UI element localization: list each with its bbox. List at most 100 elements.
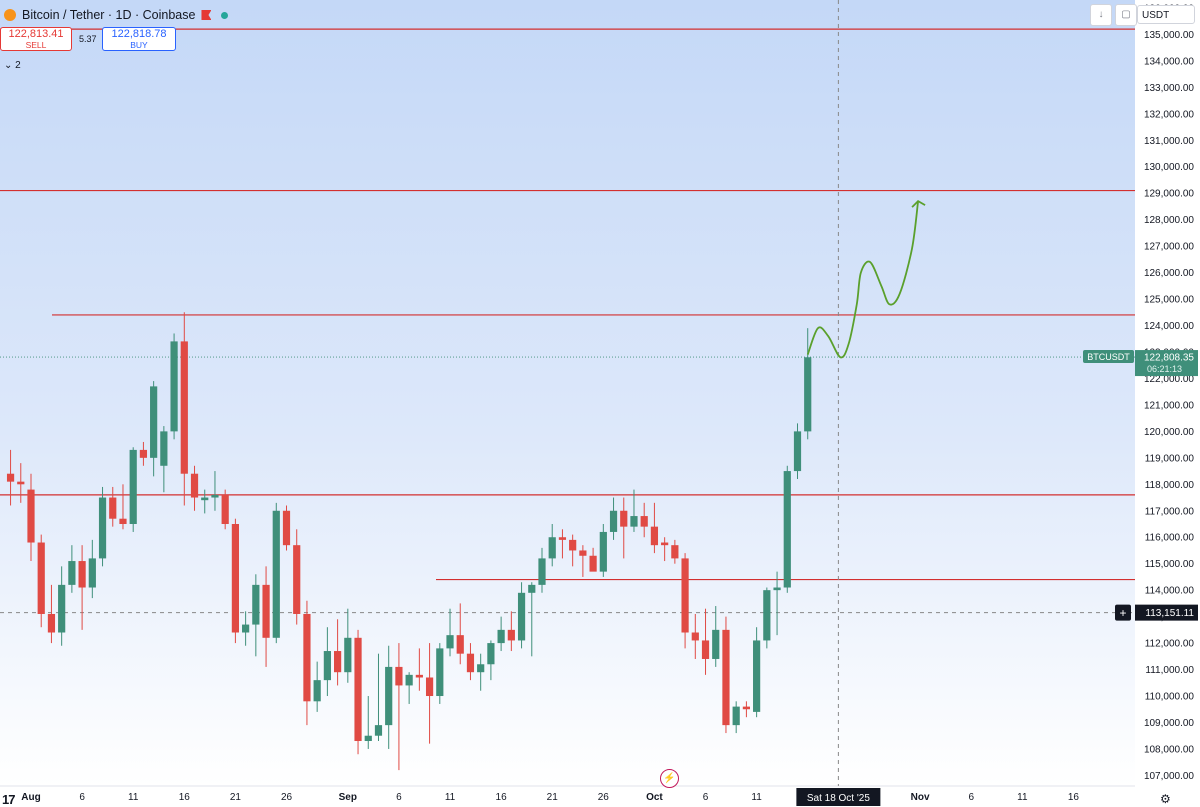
candle-51[interactable] [528,582,536,657]
candle-body [517,592,526,641]
candle-65[interactable] [671,539,679,564]
candle-78[interactable] [804,328,812,440]
candle-43[interactable] [446,608,454,657]
flag-icon[interactable] [201,10,212,20]
candle-27[interactable] [282,505,291,551]
candle-45[interactable] [466,643,475,681]
candle-48[interactable] [497,616,505,652]
candle-25[interactable] [262,566,270,667]
screenshot-icon[interactable]: ▢ [1115,4,1137,26]
crosshair-price-badge[interactable]: +113,151.11 [1115,604,1198,621]
candle-8[interactable] [88,539,96,599]
candle-39[interactable] [405,672,413,704]
candle-64[interactable] [661,537,669,562]
candle-31[interactable] [323,627,331,697]
candle-59[interactable] [609,497,618,540]
candle-62[interactable] [640,502,648,538]
candle-70[interactable] [722,616,730,734]
candle-37[interactable] [385,645,393,749]
candle-26[interactable] [272,502,280,644]
candle-body [742,706,750,710]
candle-1[interactable] [17,463,25,503]
candle-11[interactable] [119,484,127,530]
candle-3[interactable] [37,534,45,628]
candle-10[interactable] [109,486,117,527]
candle-0[interactable] [6,449,15,506]
candle-33[interactable] [344,608,352,683]
candle-41[interactable] [425,643,434,744]
candle-76[interactable] [783,465,791,593]
candle-50[interactable] [517,582,526,649]
candle-22[interactable] [231,518,239,644]
candle-body [190,473,199,498]
candle-35[interactable] [364,696,372,749]
candle-61[interactable] [630,489,638,532]
candle-69[interactable] [712,606,720,667]
indicators-toggle[interactable]: ⌄ 2 [4,60,21,71]
candle-9[interactable] [98,486,107,567]
candle-58[interactable] [599,524,607,577]
candle-29[interactable] [303,600,311,726]
arrow-down-icon[interactable]: ↓ [1090,4,1112,26]
candle-52[interactable] [538,547,546,593]
candle-30[interactable] [313,661,321,712]
candle-body [569,539,577,551]
candle-18[interactable] [190,465,199,511]
candle-73[interactable] [753,627,761,718]
candle-75[interactable] [773,571,781,636]
candle-6[interactable] [68,545,76,593]
candle-56[interactable] [579,545,587,577]
plus-icon[interactable]: + [1119,606,1126,620]
candle-20[interactable] [211,471,219,511]
symbol-title[interactable]: Bitcoin / Tether · 1D · Coinbase [22,8,196,22]
candle-23[interactable] [242,611,250,646]
candle-5[interactable] [58,566,66,646]
candle-36[interactable] [374,653,383,742]
candle-15[interactable] [160,426,168,493]
candle-54[interactable] [558,529,567,559]
candle-13[interactable] [139,441,148,466]
candle-7[interactable] [78,545,86,630]
candle-38[interactable] [395,643,403,771]
candle-21[interactable] [221,489,229,530]
gear-icon[interactable]: ⚙ [1160,792,1171,806]
candle-63[interactable] [650,502,659,554]
candle-4[interactable] [47,584,56,644]
candle-body [425,677,434,697]
candle-72[interactable] [742,701,750,718]
candle-55[interactable] [569,534,577,567]
candle-74[interactable] [763,587,771,649]
projection-path[interactable] [806,201,919,359]
candle-49[interactable] [507,611,515,652]
candle-24[interactable] [252,574,260,657]
candle-77[interactable] [793,423,802,480]
lightning-icon[interactable]: ⚡ [660,769,679,788]
candle-53[interactable] [548,524,556,567]
candle-42[interactable] [436,643,444,704]
candle-57[interactable] [589,547,597,572]
tradingview-logo-icon[interactable]: 17 [2,792,16,807]
candle-67[interactable] [691,613,699,659]
candle-12[interactable] [129,447,137,532]
candle-40[interactable] [415,648,423,691]
sell-button[interactable]: 122,813.41 SELL [0,27,72,51]
candle-2[interactable] [27,473,35,562]
candle-46[interactable] [477,653,485,691]
buy-button[interactable]: 122,818.78 BUY [102,27,176,51]
candle-66[interactable] [681,553,689,649]
candle-60[interactable] [620,497,628,559]
candle-32[interactable] [334,619,342,686]
candle-44[interactable] [456,603,464,665]
candle-71[interactable] [732,701,740,734]
currency-selector[interactable]: USDT [1137,5,1195,24]
candle-14[interactable] [150,381,158,477]
candle-17[interactable] [180,312,188,506]
candle-47[interactable] [487,640,495,681]
candle-16[interactable] [170,333,178,440]
candle-68[interactable] [701,608,710,675]
candle-19[interactable] [201,489,209,514]
candle-34[interactable] [354,629,362,755]
candle-28[interactable] [293,529,301,625]
